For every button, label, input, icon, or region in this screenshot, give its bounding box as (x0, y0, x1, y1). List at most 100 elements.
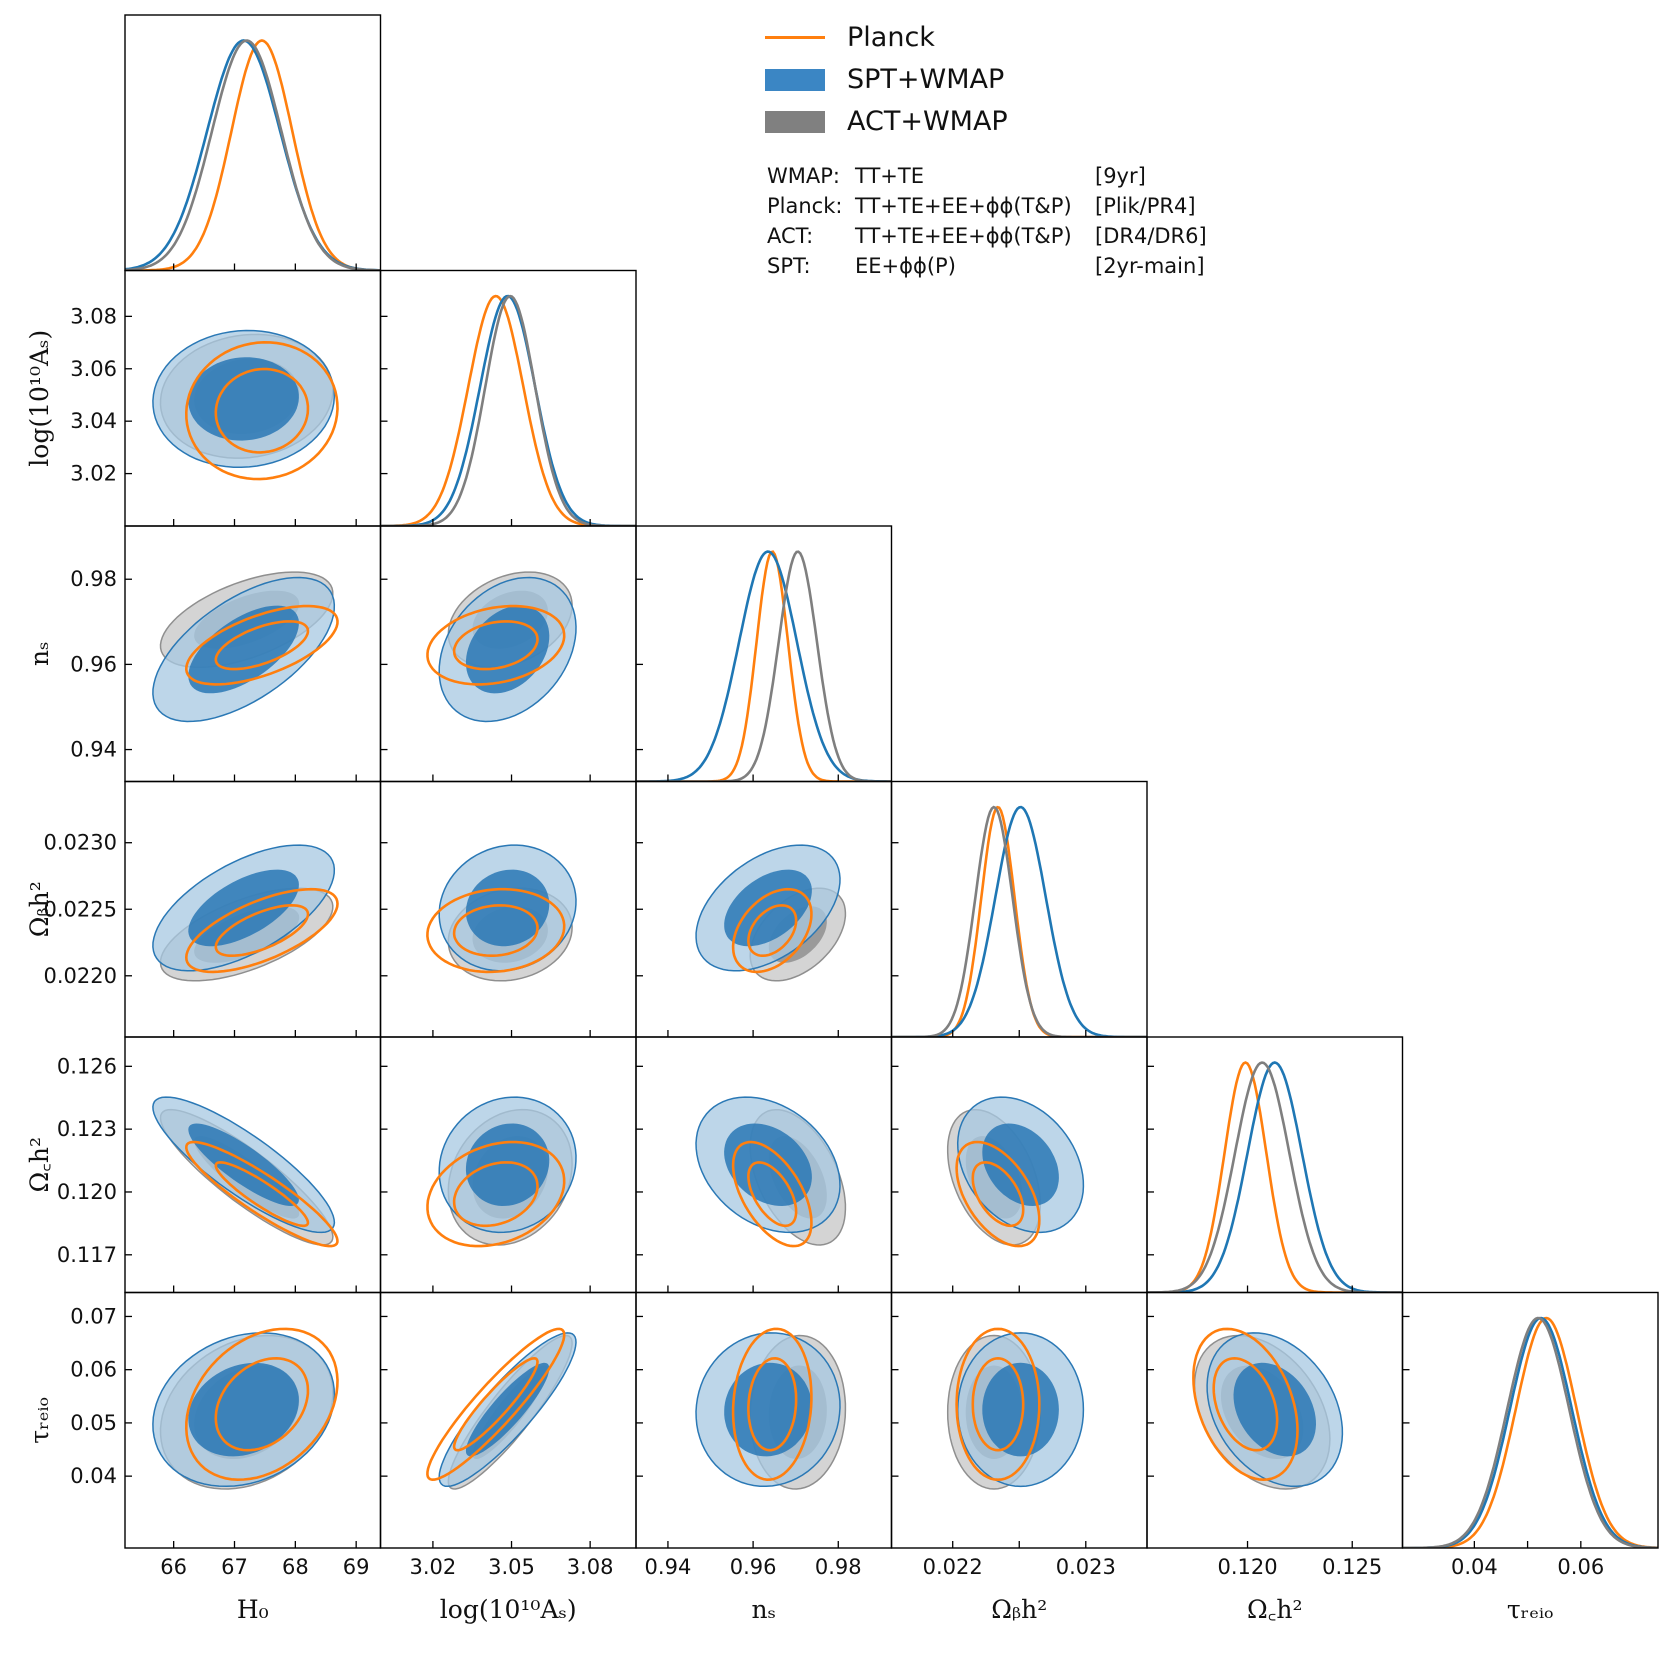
x-tick-label: 0.120 (1217, 1555, 1277, 1579)
contour-68-planck (452, 620, 539, 671)
y-tick-label: 0.0225 (44, 897, 117, 921)
y-axis-label-ns: nₛ (25, 641, 54, 666)
contour-68-planck (214, 367, 310, 454)
x-tick-label: 68 (282, 1555, 309, 1579)
x-axis-label-ns: nₛ (751, 1595, 776, 1624)
y-tick-label: 0.98 (70, 567, 117, 591)
x-tick-label: 0.98 (815, 1555, 862, 1579)
x-tick-label: 3.02 (410, 1555, 457, 1579)
legend-item-act-wmap: ACT+WMAP (765, 106, 1008, 137)
panel-omch2-tau (1192, 1327, 1344, 1490)
x-tick-label: 0.023 (1056, 1555, 1116, 1579)
marginal-curve-planck (891, 805, 1147, 1037)
contour-68-planck (971, 1356, 1025, 1452)
contour-68-spt-wmap (188, 1362, 299, 1457)
y-tick-label: 0.0220 (44, 964, 117, 988)
legend-label-planck: Planck (847, 22, 935, 53)
panel-logAs-logAs (380, 294, 636, 526)
panel-H0-omch2 (152, 1096, 339, 1248)
x-axis-label-omch2: Ω꜀h² (1247, 1595, 1303, 1624)
panel-H0-H0 (125, 39, 381, 271)
legend-swatch-planck (765, 36, 825, 39)
x-tick-label: 0.022 (923, 1555, 983, 1579)
panel-H0-tau (152, 1327, 339, 1490)
panel-logAs-omch2 (426, 1096, 577, 1248)
legend-label-act-wmap: ACT+WMAP (847, 106, 1008, 137)
contour-68-planck (747, 904, 798, 957)
panel-frame (635, 525, 893, 783)
contour-68-spt-wmap (982, 1123, 1059, 1206)
contour-95-planck (184, 340, 339, 481)
legend-item-spt-wmap: SPT+WMAP (765, 64, 1004, 95)
dataset-spectra: TT+TE+EE+ϕϕ(T&P) (855, 224, 1072, 248)
contour-95-planck (426, 604, 566, 686)
marginal-curve-spt-wmap (380, 294, 636, 526)
marginal-curve-spt-wmap (636, 550, 892, 782)
contour-68-planck (214, 1161, 310, 1228)
y-tick-label: 0.07 (70, 1304, 117, 1328)
contour-68-planck (214, 1356, 310, 1452)
panel-logAs-tau (426, 1327, 577, 1490)
panel-ombh2-tau (946, 1327, 1085, 1490)
contour-68-planck (452, 1356, 539, 1452)
y-axis-label-tau: τᵣₑᵢₒ (25, 1397, 54, 1444)
panel-ns-ombh2 (695, 844, 847, 982)
panel-H0-ns (152, 571, 339, 723)
contour-68-planck (452, 1161, 539, 1228)
dataset-name: Planck: (767, 194, 843, 218)
contour-68-planck (971, 1160, 1025, 1228)
panel-omch2-omch2 (1147, 1061, 1403, 1293)
x-tick-label: 67 (221, 1555, 248, 1579)
panel-frame (1146, 1036, 1404, 1294)
dataset-row-spt: SPT: EE+ϕϕ(P) [2yr-main] (767, 254, 1205, 350)
panel-logAs-ns (426, 571, 577, 723)
marginal-curve-planck (380, 294, 636, 526)
marginal-curve-act-wmap (1402, 1316, 1658, 1548)
dataset-release: [2yr-main] (1095, 254, 1205, 278)
panel-frame (1401, 1291, 1659, 1549)
contour-68-planck (1212, 1356, 1279, 1452)
marginal-curve-act-wmap (636, 550, 892, 782)
dataset-row-act: ACT: TT+TE+EE+ϕϕ(T&P) [DR4/DR6] (767, 224, 1207, 320)
x-axis-label-ombh2: Ωᵦh² (991, 1595, 1047, 1624)
dataset-row-wmap: WMAP: TT+TE [9yr] (767, 164, 1146, 260)
dataset-release: [DR4/DR6] (1095, 224, 1207, 248)
y-tick-label: 0.04 (70, 1464, 117, 1488)
x-axis-label-logAs: log(10¹⁰Aₛ) (440, 1595, 577, 1624)
contour-68-spt-wmap (982, 1362, 1059, 1457)
contour-95-planck (184, 1140, 339, 1248)
contour-95-planck (184, 604, 339, 686)
y-tick-label: 3.02 (70, 462, 117, 486)
marginal-curve-spt-wmap (1147, 1061, 1403, 1293)
dataset-spectra: TT+TE+EE+ϕϕ(T&P) (855, 194, 1072, 218)
contour-95-planck (426, 1140, 566, 1248)
dataset-spectra: TT+TE (855, 164, 924, 188)
contour-68-planck (452, 904, 539, 957)
marginal-curve-spt-wmap (125, 39, 381, 271)
contour-68-planck (214, 903, 310, 957)
dataset-spectra: EE+ϕϕ(P) (855, 254, 956, 278)
contour-68-spt-wmap (188, 605, 299, 694)
panel-H0-ombh2 (152, 844, 339, 982)
y-tick-label: 0.120 (57, 1180, 117, 1204)
x-tick-label: 66 (160, 1555, 187, 1579)
contour-68-spt-wmap (465, 869, 550, 947)
contour-68-planck (747, 1161, 798, 1228)
y-axis-label-ombh2: Ωᵦh² (25, 881, 54, 937)
legend-item-planck: Planck (765, 22, 935, 53)
legend-swatch-spt-wmap (765, 68, 825, 91)
marginal-curve-spt-wmap (891, 805, 1147, 1037)
marginal-curve-act-wmap (1147, 1061, 1403, 1293)
marginal-curve-planck (1147, 1061, 1403, 1293)
x-axis-label-H0: H₀ (237, 1595, 269, 1624)
y-tick-label: 0.96 (70, 652, 117, 676)
marginal-curve-act-wmap (125, 39, 381, 271)
x-tick-label: 3.05 (488, 1555, 535, 1579)
x-tick-label: 3.08 (567, 1555, 614, 1579)
dataset-name: SPT: (767, 254, 811, 278)
contour-95-planck (426, 887, 566, 974)
contour-95-planck (426, 1327, 566, 1482)
contour-95-planck (184, 887, 339, 974)
x-axis-label-tau: τᵣₑᵢₒ (1507, 1595, 1554, 1624)
